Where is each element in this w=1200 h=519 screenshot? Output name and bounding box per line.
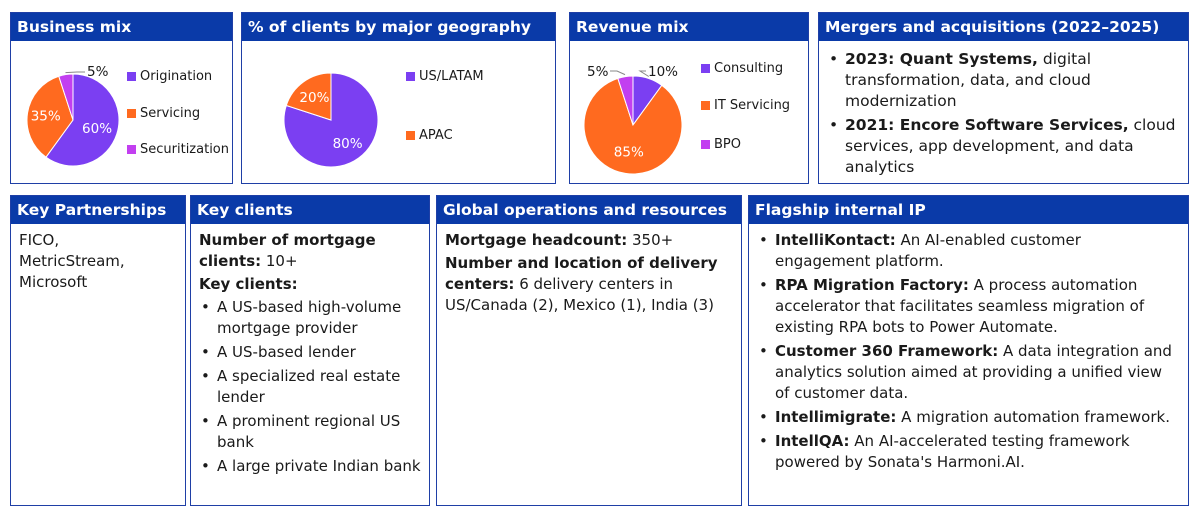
geography-title: % of clients by major geography [242, 13, 555, 41]
clients-label: Key clients: [199, 275, 298, 293]
list-item: A US-based high-volume mortgage provider [199, 297, 421, 339]
mna-item: 2021: Encore Software Services, cloud se… [827, 115, 1180, 178]
mna-list: 2023: Quant Systems, digital transformat… [827, 49, 1180, 178]
delivery-centers: Number and location of delivery centers:… [445, 254, 718, 314]
business-mix-card: Business mix 60% 35% 5% Origination Servic… [10, 12, 233, 184]
legend-servicing: Servicing [127, 106, 200, 121]
pie-slice-bpo [617, 75, 634, 126]
key-clients-title: Key clients [191, 196, 429, 224]
list-item: A large private Indian bank [199, 456, 421, 477]
list-item: Customer 360 Framework: A data integrati… [757, 341, 1180, 404]
mna-item: 2023: Quant Systems, digital transformat… [827, 49, 1180, 112]
list-item: A prominent regional US bank [199, 411, 421, 453]
revenue-mix-pie: 10% 85% 5% [583, 64, 683, 175]
list-item: IntellQA: An AI-accelerated testing fram… [757, 431, 1180, 473]
headcount: Mortgage headcount: 350+ [445, 231, 674, 249]
list-item: RPA Migration Factory: A process automat… [757, 275, 1180, 338]
clients-list: A US-based high-volume mortgage provider… [199, 297, 421, 477]
ip-title: Flagship internal IP [749, 196, 1188, 224]
legend-securitization: Securitization [127, 142, 229, 157]
legend-bpo: BPO [701, 137, 741, 152]
pie-label: 80% [333, 136, 363, 152]
business-mix-title: Business mix [11, 13, 232, 41]
operations-title: Global operations and resources [437, 196, 741, 224]
pie-slice-origination [45, 73, 120, 167]
geography-card: % of clients by major geography 80% 20% U… [241, 12, 556, 184]
pie-slice-it-servicing [583, 77, 683, 175]
pie-label: 35% [31, 109, 61, 125]
pie-leader-line [65, 71, 85, 74]
pie-leader-line [638, 70, 650, 77]
legend-us-latam: US/LATAM [406, 69, 484, 84]
legend-origination: Origination [127, 69, 212, 84]
pie-label: 60% [82, 121, 112, 137]
partnerships-text: FICO, MetricStream, Microsoft [19, 231, 125, 291]
ip-card: Flagship internal IP IntelliKontact: An … [748, 195, 1189, 506]
mna-title: Mergers and acquisitions (2022–2025) [819, 13, 1188, 41]
partnerships-title: Key Partnerships [11, 196, 185, 224]
legend-apac: APAC [406, 128, 453, 143]
revenue-mix-title: Revenue mix [570, 13, 808, 41]
business-mix-pie: 60% 35% 5% [26, 64, 120, 167]
pie-label: 5% [587, 64, 609, 80]
pie-label: 10% [648, 64, 678, 80]
key-clients-card: Key clients Number of mortgage clients: … [190, 195, 430, 506]
legend-it-servicing: IT Servicing [701, 98, 790, 113]
list-item: IntelliKontact: An AI-enabled customer e… [757, 230, 1180, 272]
pie-leader-line [610, 70, 626, 76]
mna-card: Mergers and acquisitions (2022–2025) 202… [818, 12, 1189, 184]
pie-label: 5% [87, 64, 109, 80]
list-item: A US-based lender [199, 342, 421, 363]
legend-consulting: Consulting [701, 61, 783, 76]
revenue-mix-card: Revenue mix 10% 85% 5% Consulting IT Servi… [569, 12, 809, 184]
pie-label: 85% [614, 145, 644, 161]
pie-label: 20% [299, 90, 329, 106]
geography-pie: 80% 20% [283, 72, 379, 168]
pie-slice-servicing [26, 75, 74, 158]
pie-slice-securitization [58, 73, 74, 121]
list-item: Intellimigrate: A migration automation f… [757, 407, 1180, 428]
list-item: A specialized real estate lender [199, 366, 421, 408]
ip-list: IntelliKontact: An AI-enabled customer e… [757, 230, 1180, 473]
pie-slice-apac [285, 72, 332, 121]
partnerships-card: Key Partnerships FICO, MetricStream, Mic… [10, 195, 186, 506]
clients-count: Number of mortgage clients: 10+ [199, 231, 376, 270]
operations-card: Global operations and resources Mortgage… [436, 195, 742, 506]
